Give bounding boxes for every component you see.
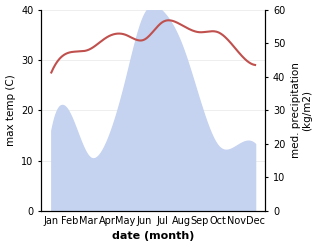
Y-axis label: max temp (C): max temp (C) [5,74,16,146]
Y-axis label: med. precipitation
(kg/m2): med. precipitation (kg/m2) [291,62,313,158]
X-axis label: date (month): date (month) [112,231,194,242]
